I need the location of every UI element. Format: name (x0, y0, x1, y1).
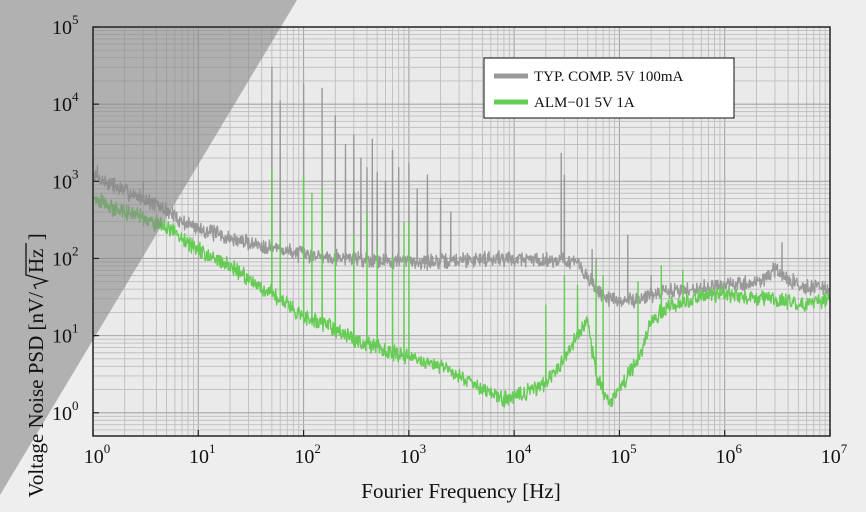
x-tick-label-2: 102 (294, 441, 321, 468)
series-line-1 (92, 167, 831, 408)
x-tick-label-6: 106 (715, 441, 742, 468)
y-tick-label-2: 102 (52, 243, 79, 270)
x-tick-label-3: 103 (400, 441, 427, 468)
y-tick-label-5: 105 (52, 12, 79, 39)
series-lines (92, 66, 831, 408)
legend-label-0: TYP. COMP. 5V 100mA (534, 69, 684, 85)
plot-frame (92, 26, 831, 437)
legend-label-1: ALM−01 5V 1A (534, 95, 635, 111)
x-tick-label-5: 105 (610, 441, 637, 468)
y-tick-label-1: 101 (52, 321, 79, 348)
x-tick-label-0: 100 (84, 441, 111, 468)
x-tick-label-1: 101 (189, 441, 216, 468)
y-axis-title-prefix: Voltage Noise PSD [nV/ (24, 292, 48, 498)
series-line-0 (92, 66, 831, 309)
x-tick-label-4: 104 (505, 441, 532, 468)
sqrt-symbol (25, 243, 50, 290)
y-axis-title: Voltage Noise PSD [nV/ Hz ] (24, 233, 50, 498)
svg-text:Voltage Noise PSD [nV/: Voltage Noise PSD [nV/ (24, 292, 48, 498)
legend: TYP. COMP. 5V 100mA ALM−01 5V 1A (483, 57, 735, 119)
x-axis-title: Fourier Frequency [Hz] (361, 479, 560, 503)
axis-ticks: 100 101 102 103 104 105 106 107 100 101 102 103 104 1… (52, 12, 848, 468)
y-tick-label-3: 103 (52, 166, 79, 193)
corner-overlay (0, 0, 297, 495)
y-axis-title-radicand: Hz (24, 249, 48, 274)
y-tick-label-4: 104 (52, 89, 79, 116)
x-tick-label-7: 107 (821, 441, 848, 468)
svg-text:Hz ]: Hz ] (24, 233, 48, 273)
y-axis-title-suffix: ] (24, 233, 48, 240)
legend-box (483, 57, 735, 119)
y-tick-label-0: 100 (52, 398, 79, 425)
